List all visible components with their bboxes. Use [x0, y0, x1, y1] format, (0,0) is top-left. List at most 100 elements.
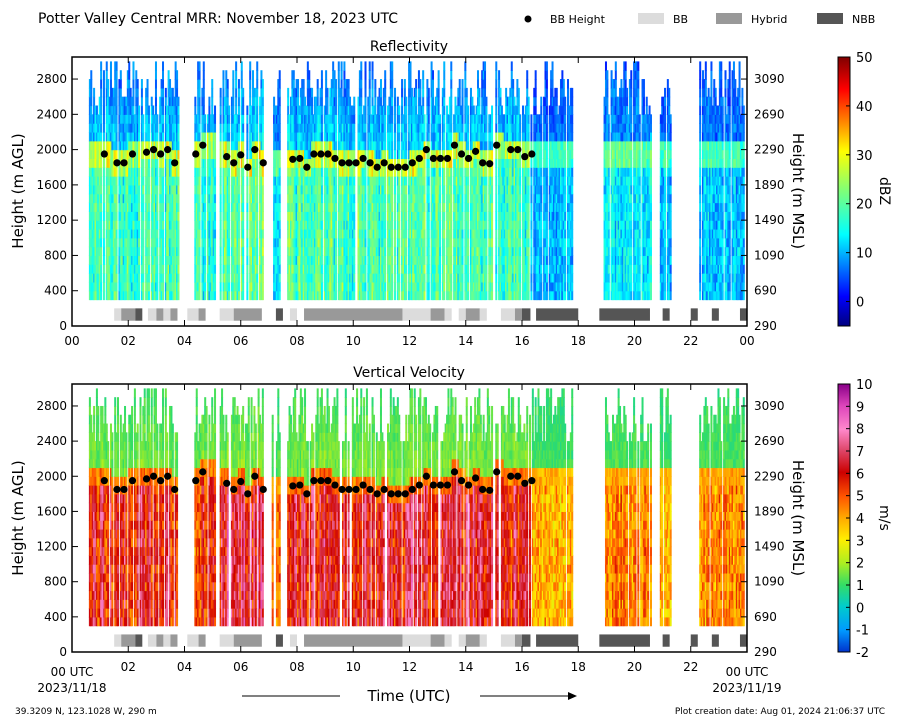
heatmap-cell [204, 123, 207, 133]
heatmap-cell [382, 167, 385, 177]
heatmap-cell [426, 193, 429, 204]
heatmap-cell [453, 184, 456, 195]
heatmap-cell [419, 140, 422, 151]
heatmap-cell [315, 255, 318, 265]
heatmap-cell [454, 202, 457, 212]
heatmap-cell [289, 167, 292, 177]
heatmap-cell [377, 211, 380, 221]
heatmap-cell [389, 149, 392, 160]
heatmap-cell [250, 140, 253, 151]
heatmap-cell [295, 123, 298, 133]
heatmap-cell [140, 167, 143, 177]
heatmap-cell [273, 123, 276, 133]
heatmap-cell [363, 105, 366, 115]
heatmap-cell [176, 246, 179, 257]
heatmap-cell [372, 176, 375, 186]
heatmap-cell [312, 220, 315, 230]
heatmap-cell [233, 211, 236, 221]
heatmap-cell [232, 211, 235, 221]
heatmap-cell [253, 220, 256, 230]
heatmap-cell [118, 228, 121, 239]
heatmap-cell [147, 255, 150, 265]
heatmap-cell [302, 184, 305, 195]
heatmap-cell [287, 290, 290, 301]
heatmap-cell [319, 228, 322, 239]
heatmap-cell [114, 70, 117, 80]
heatmap-cell [454, 184, 457, 195]
heatmap-cell [457, 246, 460, 257]
heatmap-cell [374, 184, 377, 195]
heatmap-cell [457, 123, 460, 133]
heatmap-cell [242, 273, 245, 283]
heatmap-cell [315, 193, 318, 204]
heatmap-cell [226, 131, 229, 142]
heatmap-cell [138, 264, 141, 274]
heatmap-cell [402, 211, 405, 221]
heatmap-cell [450, 228, 453, 239]
heatmap-cell [299, 211, 302, 221]
heatmap-cell [135, 70, 138, 80]
heatmap-cell [240, 114, 243, 124]
heatmap-cell [115, 264, 118, 274]
heatmap-cell [413, 281, 416, 292]
heatmap-cell [323, 290, 326, 301]
heatmap-cell [295, 202, 298, 212]
heatmap-cell [159, 184, 162, 195]
heatmap-cell [325, 87, 328, 98]
heatmap-cell [170, 228, 173, 239]
heatmap-cell [136, 149, 139, 160]
heatmap-cell [207, 255, 210, 265]
heatmap-cell [275, 114, 278, 124]
heatmap-cell [311, 273, 314, 283]
heatmap-cell [379, 105, 382, 115]
heatmap-cell [278, 290, 281, 301]
heatmap-cell [223, 131, 226, 142]
heatmap-cell [311, 167, 314, 177]
heatmap-cell [118, 211, 121, 221]
heatmap-cell [160, 114, 163, 124]
heatmap-cell [388, 140, 391, 151]
heatmap-cell [412, 149, 415, 160]
heatmap-cell [379, 149, 382, 160]
heatmap-cell [342, 184, 345, 195]
heatmap-cell [292, 176, 295, 186]
heatmap-cell [415, 290, 418, 301]
heatmap-cell [256, 96, 259, 107]
heatmap-cell [292, 167, 295, 177]
heatmap-cell [100, 281, 103, 292]
heatmap-cell [313, 140, 316, 151]
heatmap-cell [377, 176, 380, 186]
heatmap-cell [384, 264, 387, 274]
heatmap-cell [436, 176, 439, 186]
heatmap-cell [98, 158, 101, 168]
heatmap-cell [249, 176, 252, 186]
heatmap-cell [410, 264, 413, 274]
heatmap-cell [250, 176, 253, 186]
heatmap-cell [171, 228, 174, 239]
heatmap-cell [298, 220, 301, 230]
heatmap-cell [208, 158, 211, 168]
heatmap-cell [448, 114, 451, 124]
heatmap-cell [349, 290, 352, 301]
heatmap-cell [302, 176, 305, 186]
heatmap-cell [174, 176, 177, 186]
heatmap-cell [256, 167, 259, 177]
heatmap-cell [313, 167, 316, 177]
heatmap-cell [417, 264, 420, 274]
heatmap-cell [391, 149, 394, 160]
heatmap-cell [129, 220, 132, 230]
heatmap-cell [114, 281, 117, 292]
heatmap-cell [261, 255, 264, 265]
heatmap-cell [337, 237, 340, 248]
heatmap-cell [128, 290, 131, 301]
heatmap-cell [256, 220, 259, 230]
heatmap-cell [453, 211, 456, 221]
heatmap-cell [333, 96, 336, 107]
heatmap-cell [446, 220, 449, 230]
heatmap-cell [88, 140, 91, 151]
heatmap-cell [235, 184, 238, 195]
heatmap-cell [439, 176, 442, 186]
heatmap-cell [115, 96, 118, 107]
heatmap-cell [150, 255, 153, 265]
heatmap-cell [129, 237, 132, 248]
